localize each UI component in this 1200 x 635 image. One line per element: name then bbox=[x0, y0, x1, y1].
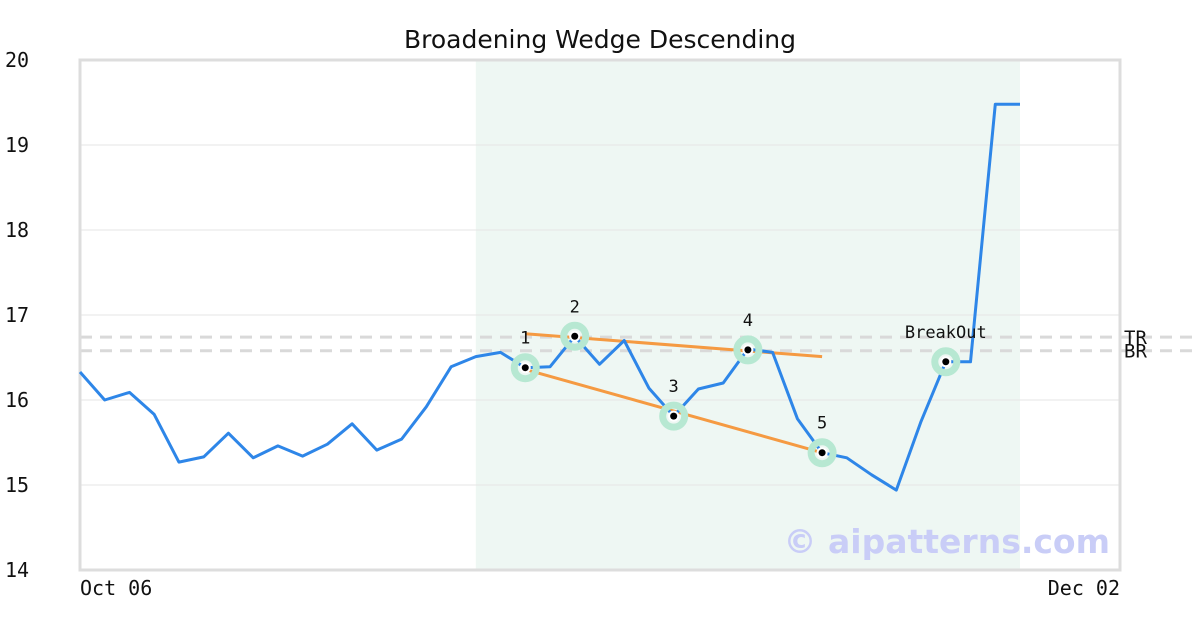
pattern-point-label: 3 bbox=[669, 377, 679, 397]
pattern-point-dot bbox=[942, 358, 950, 366]
pattern-point-label: 4 bbox=[743, 311, 753, 331]
watermark: © aipatterns.com bbox=[784, 522, 1110, 561]
pattern-point-ring bbox=[807, 438, 837, 468]
y-tick-label: 16 bbox=[5, 388, 29, 412]
price-series bbox=[78, 102, 1020, 492]
grid-lines bbox=[80, 144, 1120, 486]
pattern-point-ring bbox=[931, 347, 961, 377]
y-tick-label: 14 bbox=[5, 558, 29, 582]
y-tick-label: 17 bbox=[5, 303, 29, 327]
y-tick-label: 18 bbox=[5, 218, 29, 242]
pattern-point-dot bbox=[571, 332, 579, 340]
pattern-point-dot bbox=[521, 364, 529, 372]
y-tick-label: 15 bbox=[5, 473, 29, 497]
x-axis-ticks: Oct 06 Dec 02 bbox=[80, 576, 1120, 600]
x-tick-label: Dec 02 bbox=[1048, 576, 1120, 600]
pattern-point-label: 1 bbox=[520, 329, 530, 349]
pattern-point-label: 2 bbox=[570, 297, 580, 317]
pattern-point-dot bbox=[818, 449, 826, 457]
pattern-point-dot bbox=[744, 346, 752, 354]
reference-line-label: TR bbox=[1124, 327, 1147, 349]
pattern-point-label: BreakOut bbox=[905, 323, 987, 343]
y-tick-label: 19 bbox=[5, 133, 29, 157]
pattern-point-ring bbox=[659, 401, 689, 431]
pattern-point-ring bbox=[733, 335, 763, 365]
x-tick-label: Oct 06 bbox=[80, 576, 152, 600]
pattern-point-label: 5 bbox=[817, 414, 827, 434]
reference-line-label: BR bbox=[1124, 341, 1147, 363]
plot-frame bbox=[78, 58, 1122, 572]
y-tick-label: 20 bbox=[5, 48, 29, 72]
chart-title: Broadening Wedge Descending bbox=[404, 25, 796, 54]
price-line bbox=[78, 102, 1020, 492]
pattern-point-ring bbox=[560, 321, 590, 351]
y-axis-ticks: 14 15 16 17 18 19 20 bbox=[5, 48, 29, 582]
pattern-points: 1 2 3 4 5 BreakOut bbox=[510, 297, 987, 468]
pattern-point-dot bbox=[670, 412, 678, 420]
pattern-point-ring bbox=[510, 353, 540, 383]
